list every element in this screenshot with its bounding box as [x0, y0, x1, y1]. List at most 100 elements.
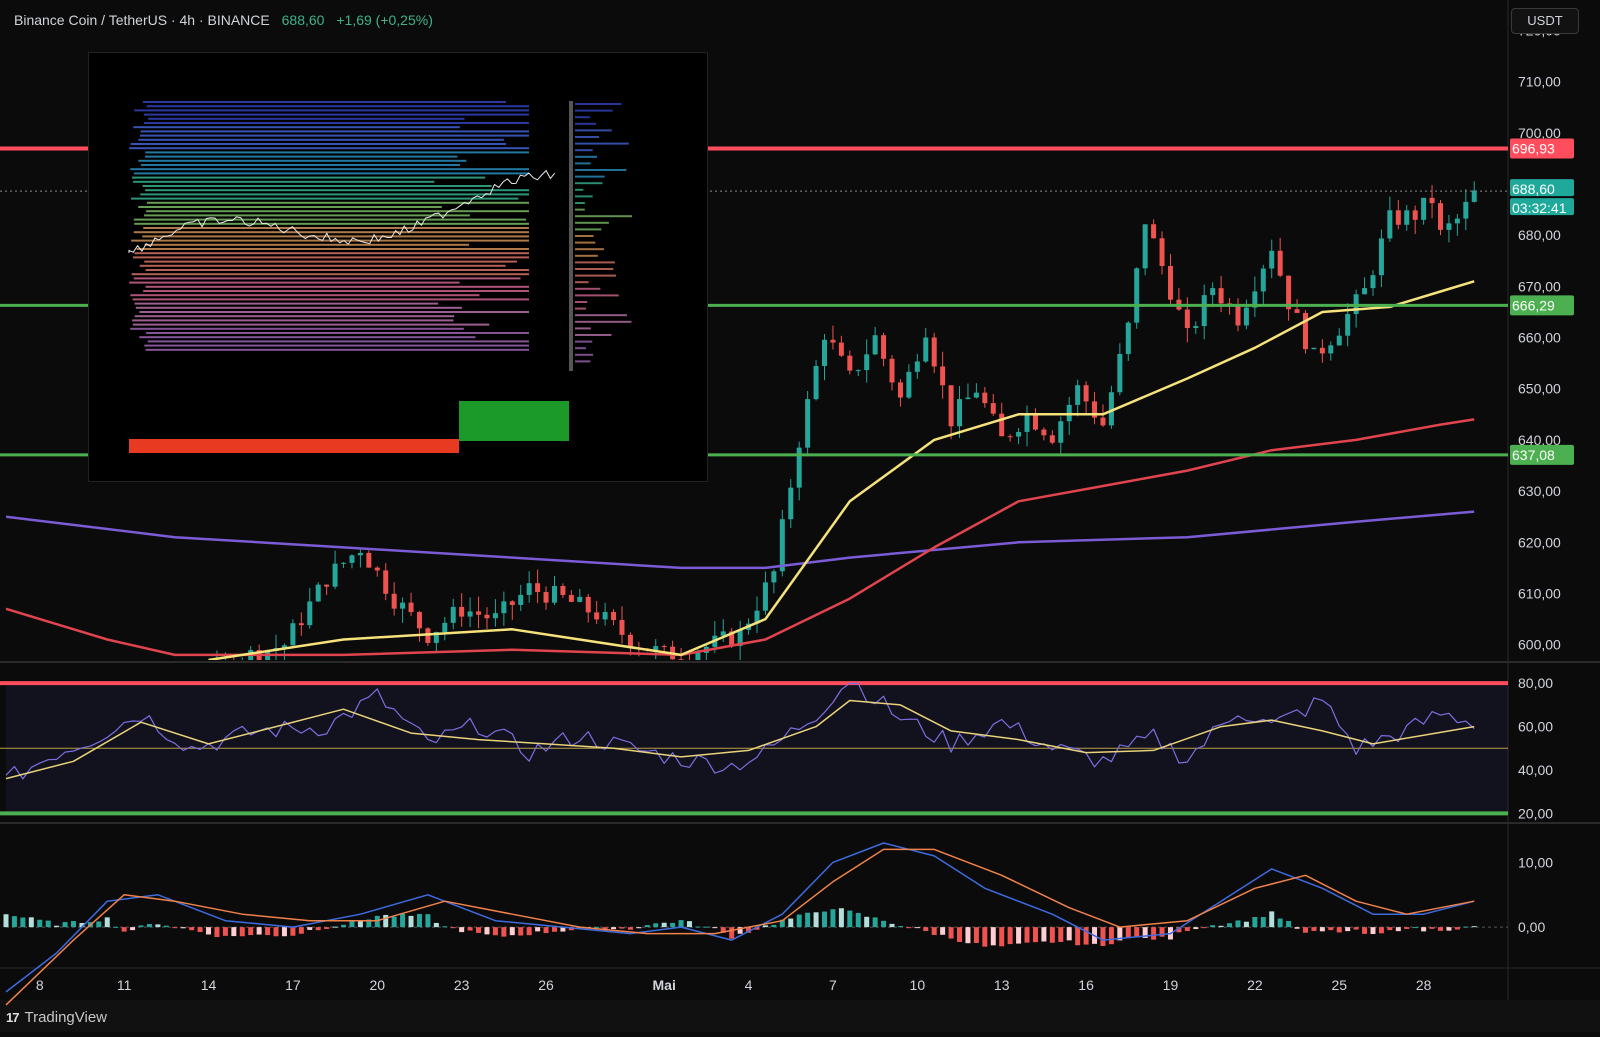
- time-tick-label: 25: [1331, 977, 1347, 993]
- candle-body: [1362, 288, 1368, 295]
- candle-body: [1243, 307, 1249, 326]
- candle-body: [1294, 309, 1300, 313]
- rsi-ma-line: [5, 699, 1475, 780]
- candle-body: [737, 629, 743, 646]
- candle-body: [653, 646, 659, 651]
- macd-histogram-bar: [189, 927, 195, 931]
- price-tick-label: 670,00: [1518, 278, 1561, 294]
- inset-profile-bar: [575, 254, 598, 257]
- ema-mid-line: [6, 418, 1475, 657]
- macd-histogram-bar: [1294, 927, 1300, 929]
- candle-body: [366, 552, 372, 568]
- macd-histogram-bar: [256, 927, 262, 935]
- heatmap-band: [144, 214, 470, 217]
- candle-body: [1167, 265, 1173, 300]
- candle-body: [973, 392, 979, 398]
- heatmap-band: [145, 269, 529, 271]
- price-tick-label: 620,00: [1518, 534, 1561, 550]
- currency-button[interactable]: USDT: [1511, 8, 1579, 34]
- macd-histogram-bar: [636, 927, 642, 929]
- macd-histogram-bar: [973, 927, 979, 943]
- ema-slow-line: [6, 510, 1475, 570]
- macd-histogram-bar: [239, 927, 245, 937]
- candle-body: [838, 342, 844, 356]
- time-tick-label: 16: [1078, 977, 1094, 993]
- inset-profile-bar: [575, 353, 594, 356]
- macd-histogram-bar: [1176, 927, 1182, 933]
- heatmap-band: [145, 155, 458, 158]
- macd-histogram-bar: [45, 920, 51, 928]
- candle-body: [4, 670, 9, 671]
- candle-body: [400, 602, 406, 609]
- heatmap-band: [130, 327, 464, 330]
- macd-histogram-bar: [1311, 927, 1317, 931]
- countdown-badge: [1510, 198, 1574, 216]
- heatmap-band: [139, 311, 529, 313]
- candle-body: [1210, 288, 1216, 296]
- candle-body: [408, 602, 414, 613]
- heatmap-band: [133, 231, 529, 234]
- macd-histogram-bar: [1378, 927, 1384, 934]
- candle-body: [1032, 413, 1038, 430]
- candle-body: [923, 337, 929, 362]
- macd-histogram-bar: [1328, 927, 1334, 931]
- macd-histogram-bar: [400, 913, 406, 928]
- macd-histogram-bar: [703, 926, 709, 928]
- time-tick-label: 26: [538, 977, 554, 993]
- candle-body: [543, 592, 549, 603]
- inset-divider: [569, 101, 573, 371]
- last-badge: [1510, 179, 1574, 197]
- heatmap-band: [132, 256, 529, 259]
- tradingview-footer[interactable]: 17 TradingView: [6, 1005, 107, 1029]
- macd-histogram-bar: [957, 927, 963, 942]
- heatmap-band: [135, 306, 462, 309]
- candle-body: [357, 552, 363, 556]
- symbol-header[interactable]: Binance Coin / TetherUS · 4h · BINANCE 6…: [14, 12, 433, 28]
- candle-body: [1328, 345, 1334, 354]
- macd-histogram-bar: [1075, 927, 1081, 946]
- price-tick-label: 640,00: [1518, 432, 1561, 448]
- candle-body: [1100, 417, 1106, 426]
- heatmap-band: [146, 105, 529, 108]
- macd-histogram-bar: [661, 922, 667, 928]
- candle-body: [1421, 197, 1427, 220]
- macd-histogram-bar: [1286, 920, 1292, 928]
- candle-body: [518, 594, 524, 605]
- macd-histogram-bar: [872, 917, 878, 928]
- time-tick-label: 11: [117, 977, 132, 993]
- heatmap-band: [132, 319, 454, 322]
- heatmap-band: [145, 285, 530, 288]
- candle-body: [1184, 309, 1190, 329]
- heatmap-band: [134, 109, 529, 112]
- heatmap-band: [139, 264, 506, 267]
- time-tick-label: 8: [36, 977, 44, 993]
- candle-body: [678, 659, 684, 660]
- heatmap-band: [146, 201, 529, 204]
- candle-body: [240, 663, 245, 669]
- candle-body: [476, 611, 482, 615]
- macd-histogram-bar: [686, 921, 692, 928]
- macd-histogram-bar: [1049, 927, 1055, 943]
- macd-histogram-bar: [442, 926, 448, 928]
- inset-delta-negative: [129, 439, 459, 453]
- macd-histogram-bar: [290, 927, 296, 936]
- candle-body: [1345, 314, 1351, 336]
- candle-body: [1142, 224, 1148, 269]
- candle-body: [1075, 385, 1081, 405]
- macd-histogram-bar: [324, 927, 330, 929]
- macd-histogram-bar: [467, 927, 473, 931]
- macd-histogram-bar: [1007, 927, 1013, 945]
- candle-body: [37, 676, 42, 679]
- candle-body: [281, 645, 287, 649]
- candle-body: [442, 622, 448, 633]
- footer-bar: [0, 1000, 1600, 1032]
- tradingview-logo-icon: 17: [6, 1009, 20, 1025]
- candle-body: [374, 567, 380, 571]
- macd-histogram-bar: [1370, 927, 1376, 935]
- macd-histogram-bar: [492, 927, 498, 936]
- macd-histogram-bar: [155, 924, 161, 928]
- candle-body: [906, 371, 912, 398]
- inset-profile-bar: [575, 136, 599, 138]
- candle-body: [585, 596, 591, 613]
